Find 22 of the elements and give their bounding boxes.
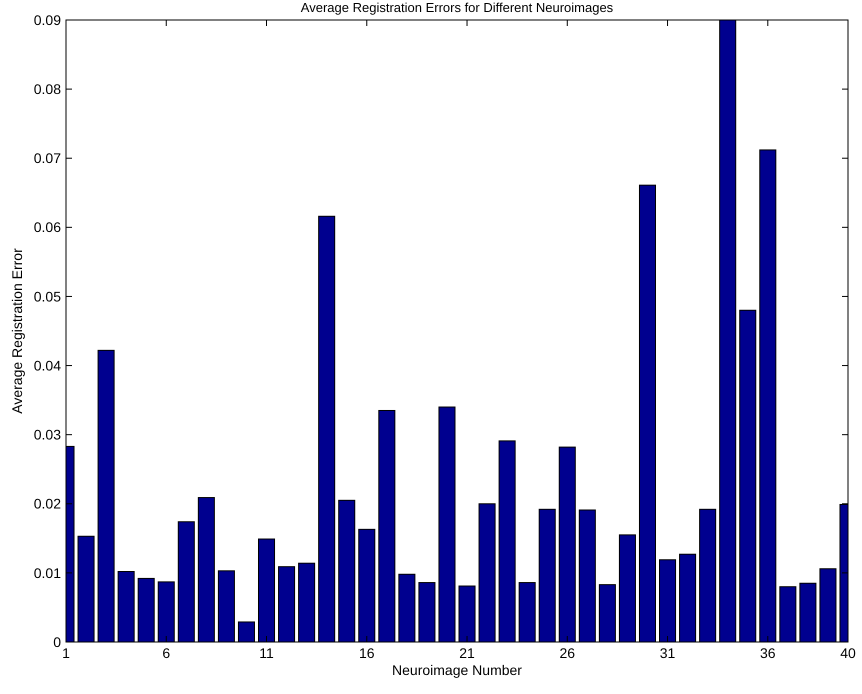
y-tick-label: 0.05 [34, 288, 62, 304]
x-tick-label: 11 [259, 645, 274, 661]
y-tick-label: 0.07 [34, 150, 62, 166]
x-axis-title: Neuroimage Number [392, 662, 522, 678]
y-axis-title: Average Registration Error [9, 248, 25, 414]
y-tick-label: 0.08 [34, 81, 62, 98]
y-tick-label: 0.04 [34, 357, 62, 374]
x-tick-label: 21 [459, 645, 476, 661]
y-tick-label: 0.02 [34, 496, 62, 512]
x-tick-label: 16 [358, 645, 375, 661]
x-tick-label: 6 [162, 645, 170, 661]
y-tick-label: 0.01 [34, 564, 62, 581]
x-tick-label: 1 [62, 645, 70, 661]
y-tick-label: 0 [53, 634, 62, 650]
x-tick-label: 31 [660, 645, 676, 661]
y-tick-label: 0.09 [34, 12, 62, 28]
chart-title: Average Registration Errors for Different Neuroimages [300, 0, 614, 15]
x-tick-label: 36 [760, 645, 776, 661]
y-tick-label: 0.03 [34, 426, 62, 443]
y-tick-label: 0.06 [34, 219, 62, 236]
x-tick-label: 26 [559, 645, 576, 661]
x-tick-label: 40 [840, 645, 856, 661]
